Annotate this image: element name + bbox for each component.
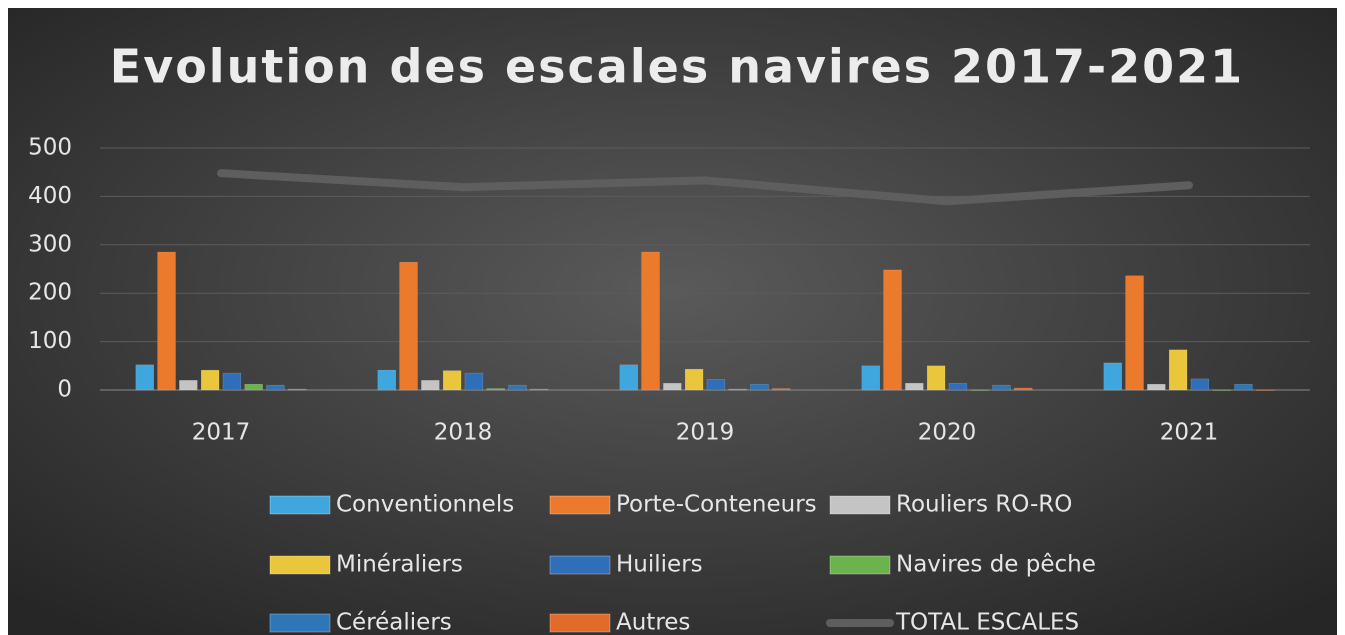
- y-tick-label: 500: [28, 135, 72, 161]
- legend-swatch: [269, 495, 331, 515]
- bar: [222, 372, 242, 391]
- bar: [266, 384, 285, 391]
- bar: [1256, 389, 1275, 391]
- bar: [179, 380, 198, 391]
- x-tick-label: 2019: [676, 420, 735, 446]
- bar: [508, 384, 527, 391]
- y-tick-label: 300: [28, 231, 72, 257]
- legend-label: Navires de pêche: [896, 552, 1096, 578]
- bar: [684, 368, 704, 391]
- bar: [970, 389, 989, 391]
- bar: [1103, 362, 1122, 391]
- bar: [905, 382, 924, 391]
- bar: [663, 382, 682, 391]
- legend-swatch: [829, 555, 891, 575]
- bar: [399, 261, 418, 391]
- legend-swatch: [549, 495, 611, 515]
- bar: [1234, 383, 1253, 391]
- legend-swatch: [269, 613, 331, 633]
- bar: [530, 388, 549, 391]
- bar: [619, 364, 638, 391]
- bar: [486, 388, 505, 391]
- bar: [706, 379, 726, 391]
- x-tick-label: 2018: [434, 420, 493, 446]
- bar: [288, 388, 307, 391]
- bar: [1014, 387, 1033, 391]
- bar: [157, 251, 176, 391]
- x-tick-label: 2020: [918, 420, 977, 446]
- bar: [772, 388, 791, 391]
- legend-label: Porte-Conteneurs: [616, 492, 817, 518]
- bar: [728, 388, 747, 391]
- bar: [1168, 349, 1188, 391]
- chart-title: Evolution des escales navires 2017-2021: [110, 40, 1244, 94]
- legend-label: Autres: [616, 610, 690, 635]
- bar: [377, 369, 396, 391]
- bar: [244, 383, 263, 391]
- bar: [926, 365, 946, 391]
- legend-swatch: [829, 495, 891, 515]
- bar: [442, 370, 462, 391]
- legend-swatch: [269, 555, 331, 575]
- y-tick-label: 0: [57, 377, 72, 403]
- x-tick-label: 2017: [192, 420, 251, 446]
- bar: [861, 365, 880, 391]
- bar: [135, 364, 154, 391]
- y-tick-label: 200: [28, 280, 72, 306]
- legend-label: Huiliers: [616, 552, 703, 578]
- y-tick-label: 100: [28, 328, 72, 354]
- bar: [421, 380, 440, 391]
- line-series: [217, 169, 1193, 206]
- x-tick-label: 2021: [1160, 420, 1219, 446]
- legend-label: TOTAL ESCALES: [895, 610, 1079, 635]
- bar: [641, 251, 660, 391]
- legend-label: Conventionnels: [336, 492, 514, 518]
- bar: [1147, 383, 1166, 391]
- bar: [750, 383, 769, 391]
- bar: [992, 384, 1011, 391]
- bar: [1190, 378, 1210, 391]
- bar: [1212, 389, 1231, 391]
- legend-label: Minéraliers: [336, 552, 463, 578]
- bar: [464, 372, 484, 391]
- bar: [200, 369, 220, 391]
- legend-swatch: [549, 555, 611, 575]
- y-tick-label: 400: [28, 183, 72, 209]
- bar: [883, 269, 902, 391]
- chart-background: [8, 8, 1337, 635]
- legend-label: Céréaliers: [336, 610, 452, 635]
- bar: [1125, 275, 1144, 391]
- legend-swatch: [549, 613, 611, 633]
- legend-label: Rouliers RO-RO: [896, 492, 1072, 518]
- bar: [948, 382, 968, 391]
